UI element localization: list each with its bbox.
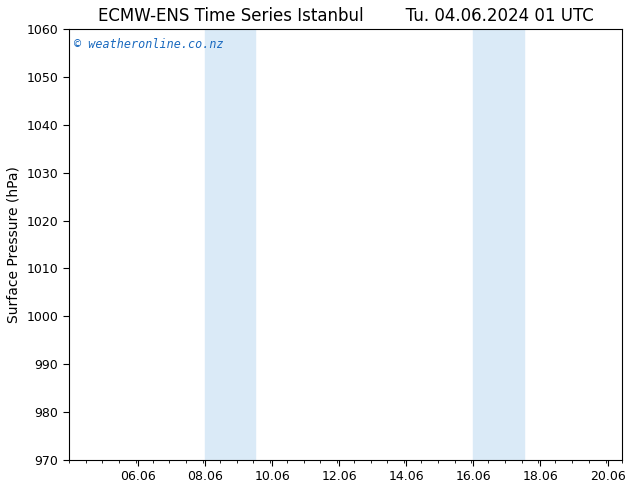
Bar	[205, 29, 256, 460]
Text: © weatheronline.co.nz: © weatheronline.co.nz	[74, 38, 224, 51]
Bar	[474, 29, 524, 460]
Title: ECMW-ENS Time Series Istanbul        Tu. 04.06.2024 01 UTC: ECMW-ENS Time Series Istanbul Tu. 04.06.…	[98, 7, 593, 25]
Y-axis label: Surface Pressure (hPa): Surface Pressure (hPa)	[7, 166, 21, 323]
